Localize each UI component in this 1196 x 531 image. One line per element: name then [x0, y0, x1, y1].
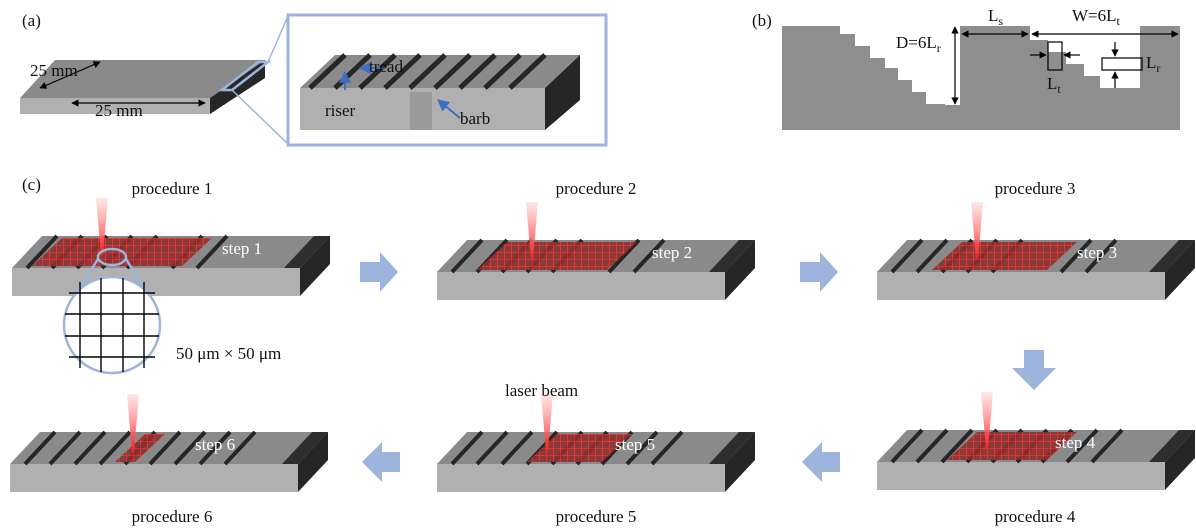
- sample-slab: [20, 16, 288, 144]
- step-label: step 2: [652, 243, 692, 262]
- slab-front: [437, 464, 725, 492]
- procedure-label: procedure 3: [995, 179, 1076, 198]
- step-label: step 4: [1055, 433, 1096, 452]
- panel-label: (a): [22, 11, 41, 30]
- slab-top: [10, 432, 328, 464]
- slab-front: [877, 272, 1165, 300]
- length-label: 25 mm: [95, 101, 143, 120]
- width-label: W=6Lt: [1072, 6, 1121, 28]
- procedure-slab: step 4: [877, 392, 1195, 490]
- depth-label: D=6Lr: [896, 33, 941, 55]
- barb-label: barb: [460, 109, 490, 128]
- riser-label: riser: [325, 101, 356, 120]
- step-label: step 6: [195, 435, 235, 454]
- procedure-slab: step 1: [12, 198, 330, 296]
- procedure-label: procedure 1: [132, 179, 213, 198]
- procedure-slab: step 5: [437, 394, 755, 492]
- width-label: 25 mm: [30, 61, 78, 80]
- slab-front: [437, 272, 725, 300]
- procedure-slab: step 2: [437, 202, 755, 300]
- step-label: step 5: [615, 435, 655, 454]
- procedure-label: procedure 5: [556, 507, 637, 526]
- procedure-label: procedure 2: [556, 179, 637, 198]
- grid-size-label: 50 μm × 50 μm: [176, 344, 281, 363]
- slab-front: [877, 462, 1165, 490]
- procedure-slab: step 6: [10, 394, 328, 492]
- slab-front: [12, 268, 300, 296]
- slab-front: [10, 464, 298, 492]
- procedure-slab: step 3: [877, 202, 1195, 300]
- figure: (a) 25 mm 25 mm tread riser barb (b): [0, 0, 1196, 531]
- step-label: step 3: [1077, 243, 1117, 262]
- procedure-label: procedure 4: [995, 507, 1076, 526]
- procedure-label: procedure 6: [132, 507, 213, 526]
- staircase-profile: [782, 26, 1180, 130]
- laser-label: laser beam: [505, 381, 578, 400]
- spacing-label: Ls: [988, 6, 1003, 28]
- tread-label: tread: [369, 57, 403, 76]
- step-label: step 1: [222, 239, 262, 258]
- panel-label: (b): [752, 11, 772, 30]
- panel-label: (c): [22, 175, 41, 194]
